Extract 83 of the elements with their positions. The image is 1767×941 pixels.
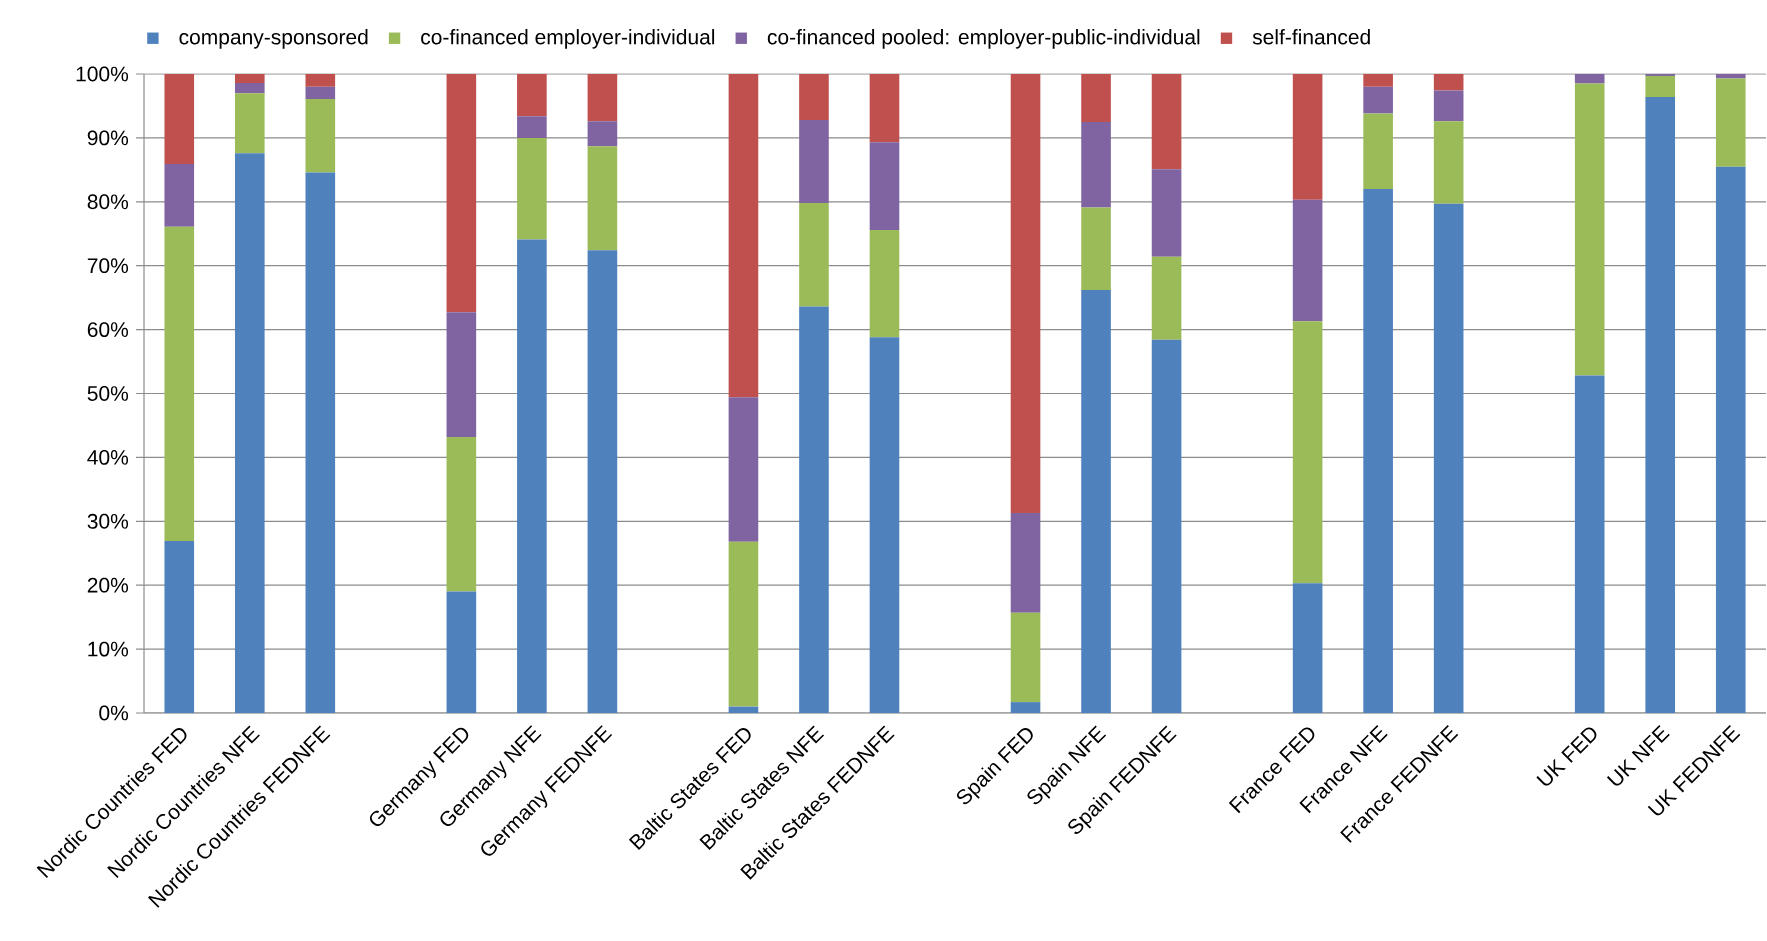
bar xyxy=(587,146,618,251)
bar xyxy=(1081,289,1111,713)
bar xyxy=(1081,73,1111,122)
bar xyxy=(517,116,547,138)
legend-label: company-sponsored xyxy=(179,29,368,49)
bar xyxy=(1433,121,1464,204)
y-tick-label: 60% xyxy=(87,322,129,338)
bar xyxy=(164,73,195,165)
bar xyxy=(1433,73,1464,91)
bar xyxy=(1010,73,1041,513)
y-tick-label: 100% xyxy=(76,66,129,82)
bar xyxy=(234,82,265,94)
bar xyxy=(1292,583,1323,713)
bar xyxy=(1574,375,1605,713)
bar xyxy=(446,73,477,313)
bar xyxy=(1363,73,1393,87)
bar xyxy=(587,121,618,147)
bar xyxy=(1081,207,1111,290)
bar xyxy=(1292,321,1323,584)
bar xyxy=(305,73,336,87)
bar xyxy=(305,172,336,713)
bar xyxy=(799,120,829,204)
bar xyxy=(1715,166,1746,713)
y-tick-label: 30% xyxy=(87,513,129,529)
y-tick-label: 90% xyxy=(87,130,129,146)
bar xyxy=(305,86,336,99)
bar xyxy=(799,73,829,120)
legend-label: co-financed employer-individual xyxy=(421,29,715,49)
bar xyxy=(869,142,900,230)
bar xyxy=(517,137,547,240)
bar xyxy=(1151,256,1182,340)
bar xyxy=(1363,113,1393,190)
y-tick-label: 10% xyxy=(88,641,129,657)
legend-label: co-financed pooled: employer-public-individual xyxy=(767,29,1200,49)
bar xyxy=(728,541,759,707)
bar xyxy=(517,239,547,713)
bar xyxy=(728,397,759,542)
bar xyxy=(446,312,477,437)
bar xyxy=(1433,90,1464,122)
bar xyxy=(1645,75,1676,97)
bar xyxy=(1081,121,1111,208)
bar xyxy=(799,306,829,713)
bar xyxy=(869,73,900,143)
bar xyxy=(1715,73,1746,79)
bar xyxy=(164,164,195,227)
bar xyxy=(1574,83,1605,376)
bar xyxy=(1363,189,1393,713)
bar xyxy=(305,98,336,173)
bar xyxy=(1151,73,1182,170)
bar xyxy=(1363,86,1393,114)
bar xyxy=(799,203,829,307)
bar xyxy=(234,153,265,713)
bar xyxy=(728,706,759,713)
bar xyxy=(1292,199,1323,322)
bar xyxy=(164,541,195,713)
bar xyxy=(1010,702,1041,713)
bar xyxy=(869,229,900,338)
y-tick-label: 80% xyxy=(87,194,129,210)
bar xyxy=(1292,73,1323,200)
bar xyxy=(587,250,618,713)
legend-label: self-financed xyxy=(1252,29,1370,45)
bar xyxy=(446,591,477,713)
bar xyxy=(869,337,900,713)
bar xyxy=(587,73,618,122)
bar xyxy=(1151,169,1182,257)
bar xyxy=(1151,339,1182,713)
bar xyxy=(446,436,477,592)
y-tick-label: 0% xyxy=(99,705,129,721)
bar xyxy=(1433,203,1464,713)
bar xyxy=(234,93,265,154)
bar xyxy=(1010,612,1041,703)
y-tick-label: 40% xyxy=(87,449,129,465)
bar xyxy=(1574,73,1605,84)
bar xyxy=(234,73,265,83)
bar xyxy=(517,73,547,117)
bar xyxy=(164,226,195,542)
bar xyxy=(1010,512,1041,613)
y-tick-label: 20% xyxy=(87,577,129,593)
bar xyxy=(1645,96,1676,713)
bar xyxy=(1715,78,1746,167)
y-tick-label: 50% xyxy=(87,386,129,401)
y-tick-label: 70% xyxy=(87,258,129,274)
bar xyxy=(728,73,759,398)
